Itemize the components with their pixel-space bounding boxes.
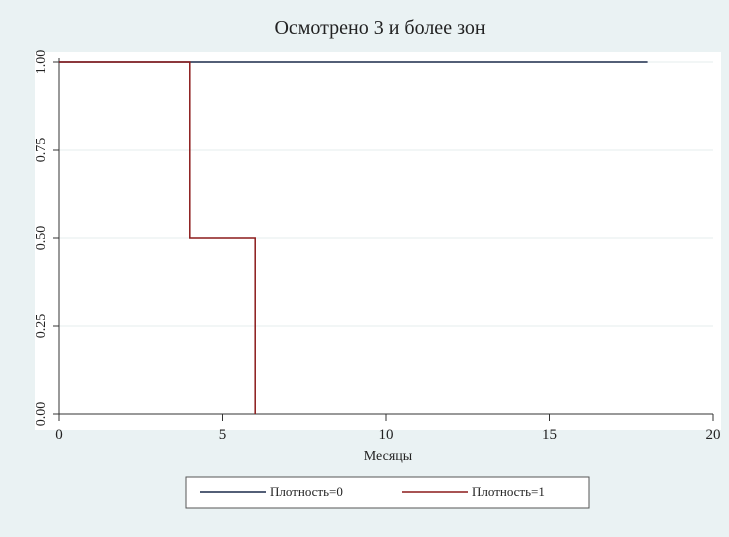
tick-labels: 0.00 0.25 0.50 0.75 1.00 0 5 10 15 20 [34, 50, 721, 443]
x-axis-label: Месяцы [364, 449, 413, 464]
series-lines [59, 61, 648, 414]
x-tick-label: 20 [706, 427, 721, 443]
legend-label-0: Плотность=0 [270, 484, 343, 499]
x-tick-label: 5 [219, 427, 227, 443]
x-tick-label: 0 [55, 427, 63, 443]
chart-title: Осмотрено 3 и более зон [274, 17, 485, 39]
series-line-1 [59, 61, 256, 414]
legend: Плотность=0 Плотность=1 [185, 476, 590, 509]
y-tick-label: 0.25 [34, 314, 49, 339]
y-tick-label: 0.00 [34, 402, 49, 427]
y-tick-label: 0.50 [34, 226, 49, 251]
tick-marks [53, 61, 714, 421]
x-tick-label: 15 [542, 427, 557, 443]
y-tick-label: 0.75 [34, 138, 49, 163]
legend-label-1: Плотность=1 [472, 484, 545, 499]
x-tick-label: 10 [379, 427, 394, 443]
plot-region-frame [35, 52, 721, 430]
y-tick-label: 1.00 [34, 50, 49, 75]
